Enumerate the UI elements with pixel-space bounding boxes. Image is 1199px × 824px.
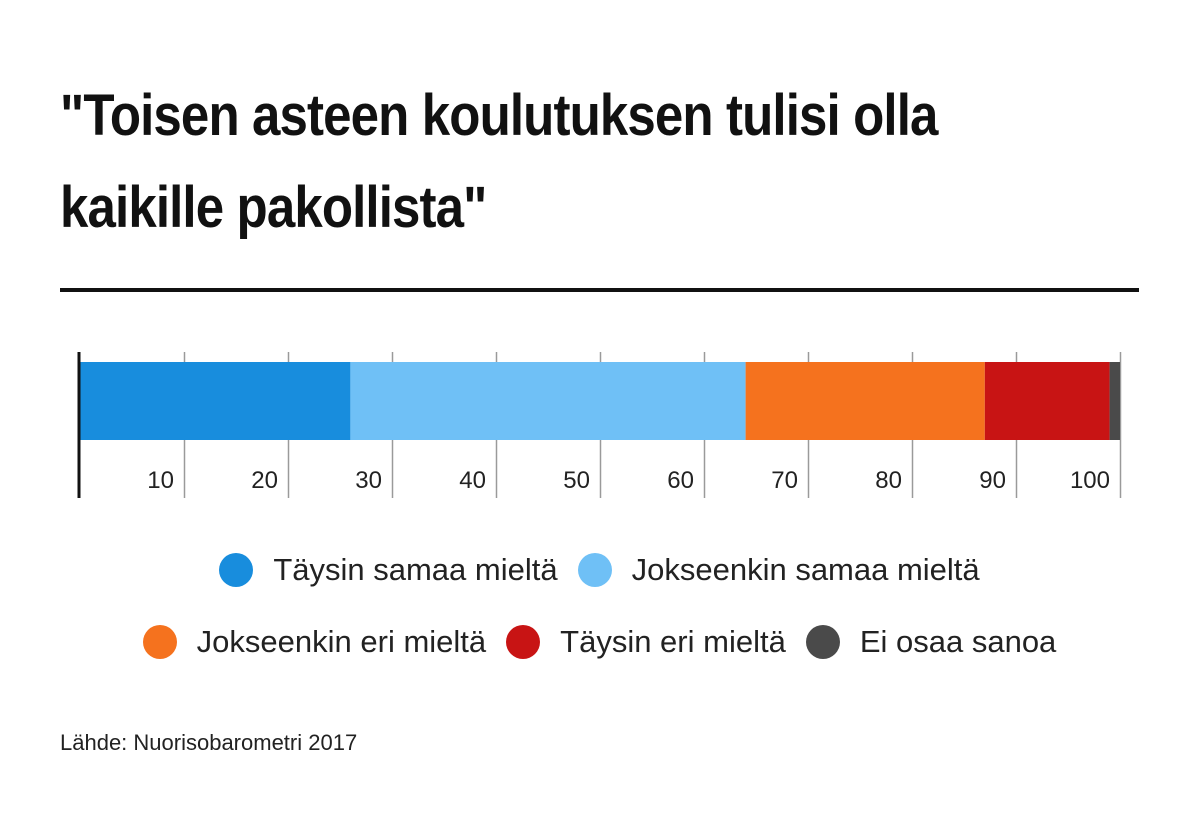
legend-label: Täysin eri mieltä xyxy=(560,624,786,659)
tick-label-70: 70 xyxy=(771,467,798,494)
bar-segment-4 xyxy=(984,362,1110,440)
legend-item-taysin-samaa: Täysin samaa mieltä xyxy=(219,552,558,588)
tick-label-60: 60 xyxy=(667,467,694,494)
legend-item-ei-osaa-sanoa: Ei osaa sanoa xyxy=(805,624,1057,660)
legend-swatch-taysin-samaa xyxy=(219,553,254,587)
legend-swatch-ei-osaa-sanoa xyxy=(805,625,840,659)
tick-label-30: 30 xyxy=(355,467,382,494)
tick-label-90: 90 xyxy=(979,467,1006,494)
legend-label: Ei osaa sanoa xyxy=(859,624,1057,659)
tick-label-20: 20 xyxy=(251,467,278,494)
legend-swatch-taysin-eri xyxy=(506,625,541,659)
bar-segment-5 xyxy=(1109,362,1120,440)
tick-label-40: 40 xyxy=(459,467,486,494)
legend-swatch-jokseenkin-eri xyxy=(142,625,177,659)
legend-label: Täysin samaa mieltä xyxy=(273,552,558,587)
bar-segment-1 xyxy=(80,362,351,440)
legend-item-taysin-eri: Täysin eri mieltä xyxy=(506,624,786,660)
title-divider xyxy=(60,288,1139,292)
bar-segment-2 xyxy=(350,362,746,440)
source-note: Lähde: Nuorisobarometri 2017 xyxy=(60,730,358,755)
bar-segment-3 xyxy=(745,362,985,440)
chart-title: "Toisen asteen koulutuksen tulisi olla k… xyxy=(60,83,938,240)
legend-row-2: Jokseenkin eri mieltä Täysin eri mieltä … xyxy=(0,624,1199,660)
tick-label-10: 10 xyxy=(147,467,174,494)
tick-label-50: 50 xyxy=(563,467,590,494)
tick-label-100: 100 xyxy=(1070,467,1110,494)
legend-item-jokseenkin-eri: Jokseenkin eri mieltä xyxy=(142,624,487,660)
legend-item-jokseenkin-samaa: Jokseenkin samaa mieltä xyxy=(577,552,980,588)
legend-label: Jokseenkin eri mieltä xyxy=(196,624,487,659)
legend-label: Jokseenkin samaa mieltä xyxy=(631,552,980,587)
tick-label-80: 80 xyxy=(875,467,902,494)
legend-swatch-jokseenkin-samaa xyxy=(577,553,612,587)
legend-row-1: Täysin samaa mieltä Jokseenkin samaa mie… xyxy=(0,552,1199,588)
stacked-bar-chart: 10 20 30 40 50 60 70 80 90 100 xyxy=(77,352,1122,498)
